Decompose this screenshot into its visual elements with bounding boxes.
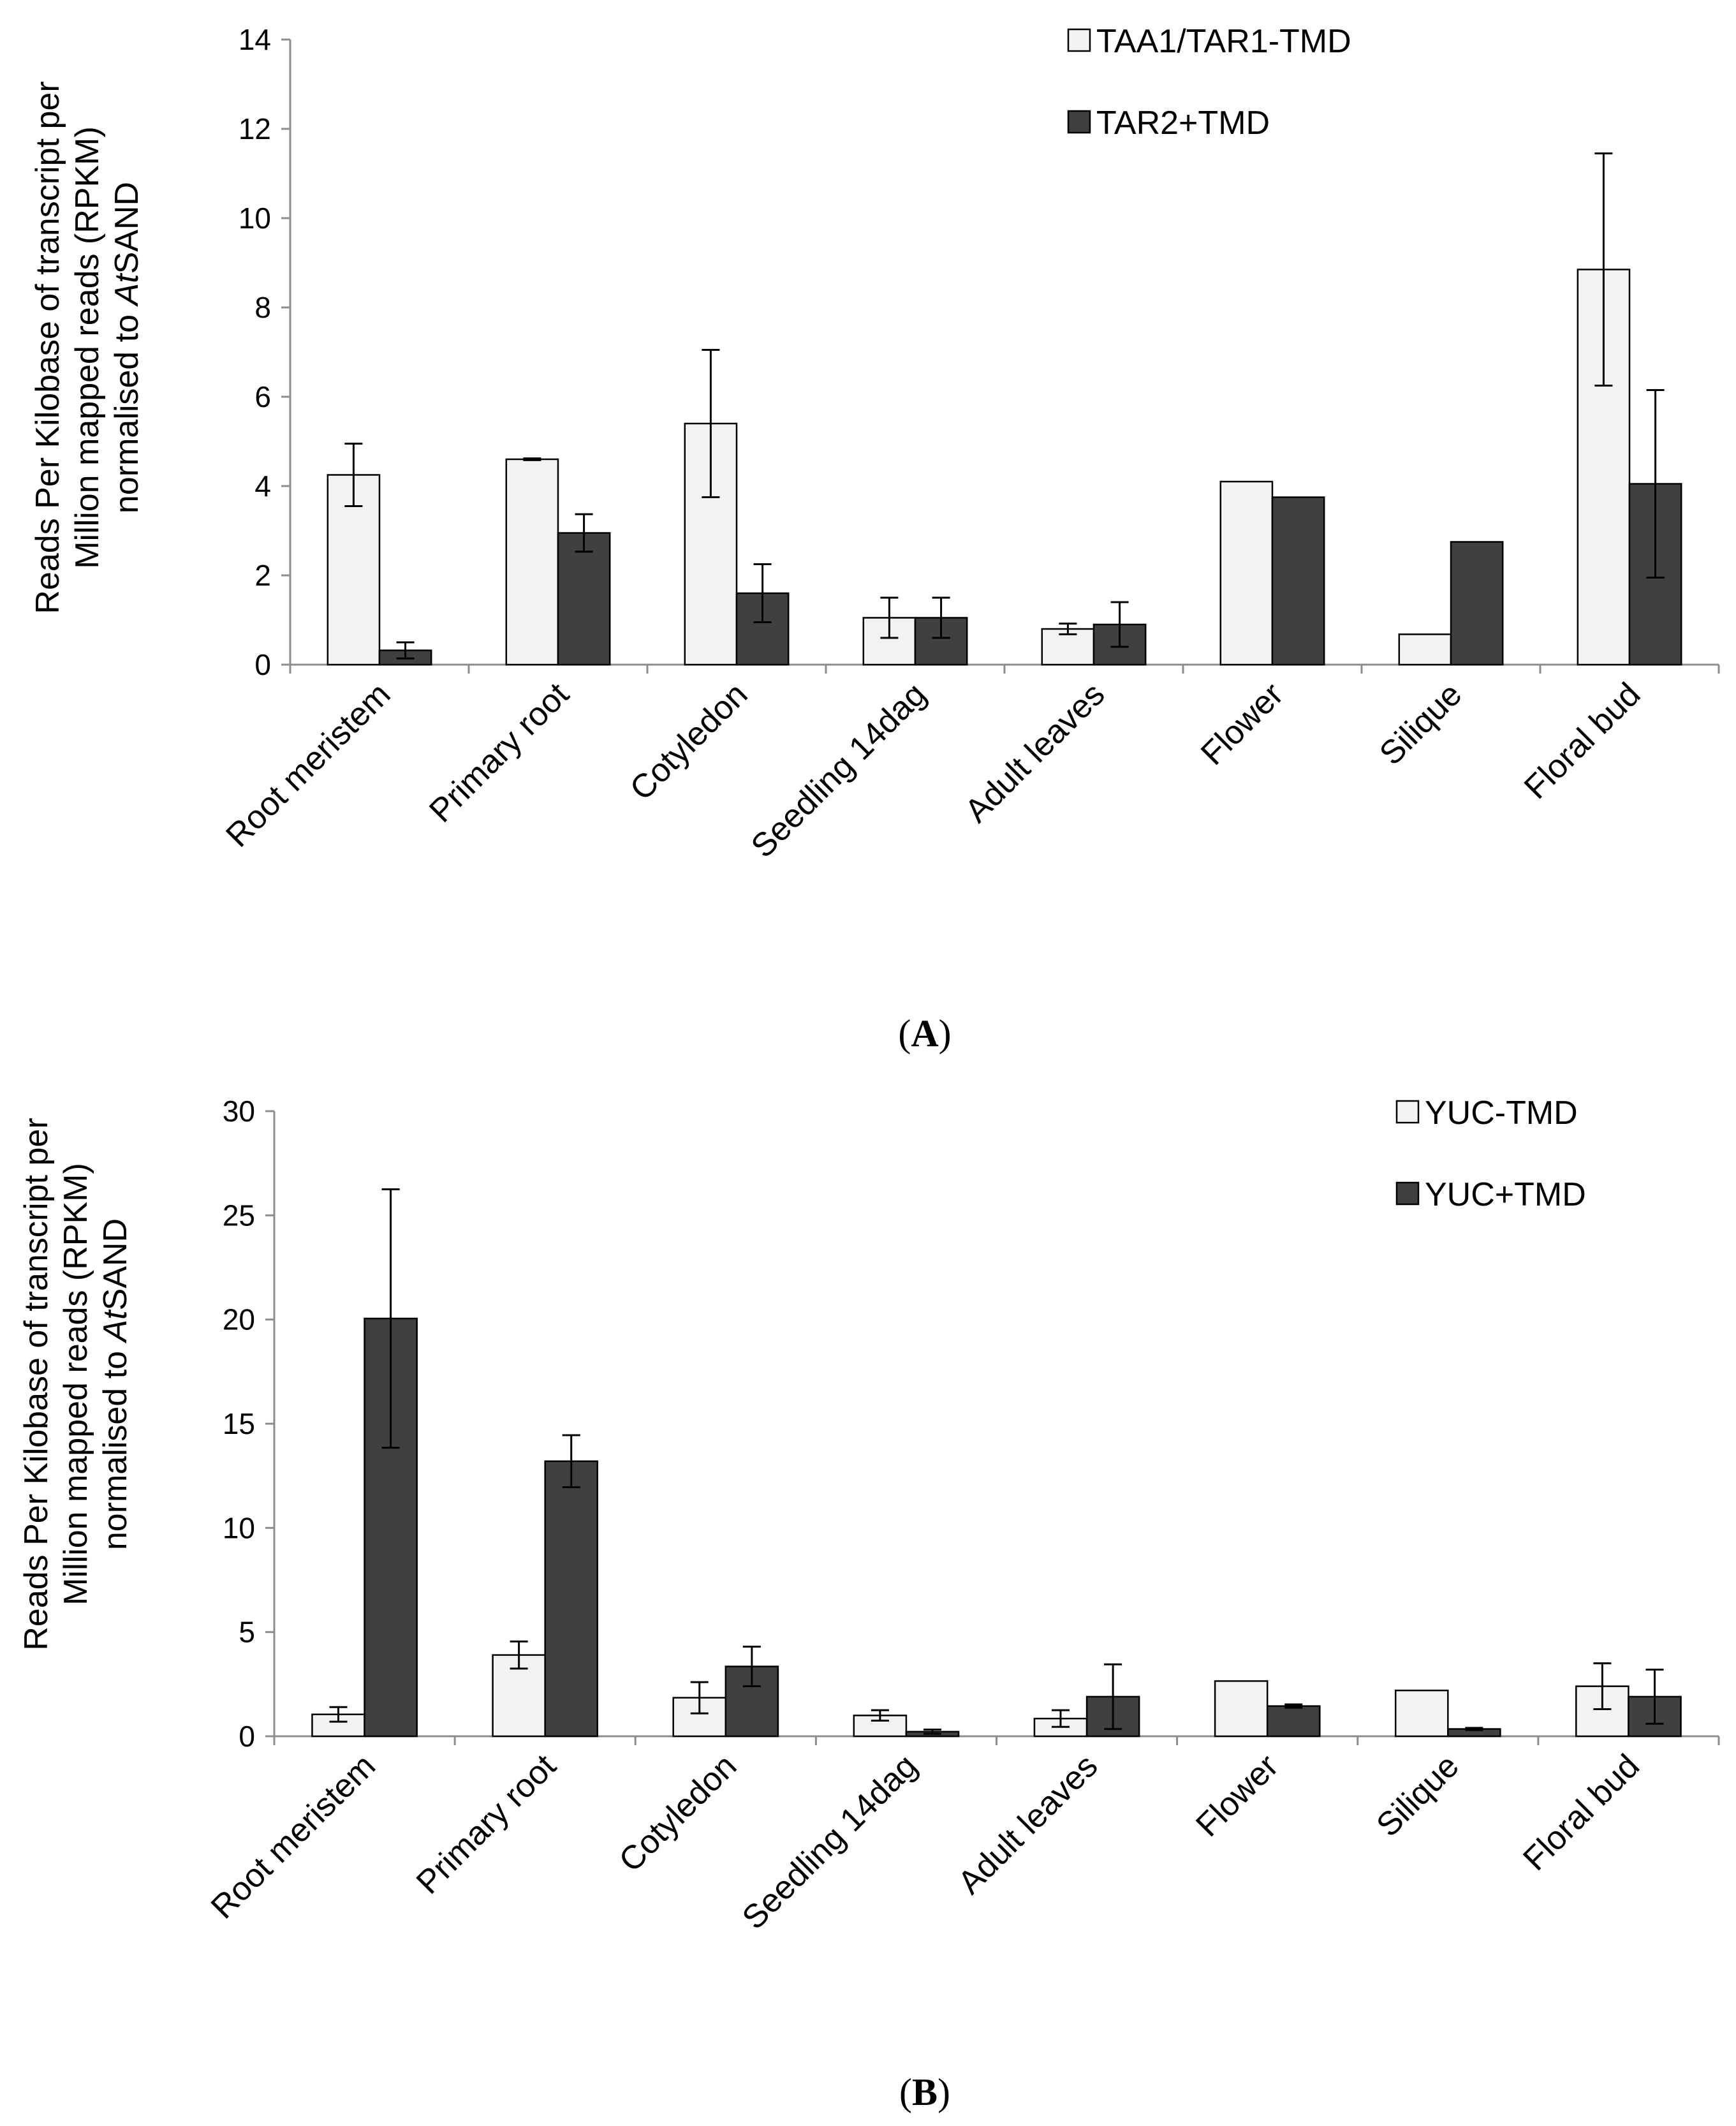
bar-dark: [1266, 1705, 1321, 1738]
x-category-label: Adult leaves: [958, 675, 1112, 829]
bar-dark: [544, 1460, 599, 1738]
y-axis-label-line-2: Million mapped reads (RPKM): [69, 126, 106, 569]
x-category-label: Root meristem: [204, 1747, 383, 1926]
y-tick-label: 0: [239, 1720, 255, 1753]
x-category-label: Floral bud: [1516, 1747, 1647, 1878]
y-tick-label: 4: [254, 469, 271, 503]
bar-light: [1398, 633, 1452, 666]
legend-swatch-dark: [1395, 1181, 1420, 1206]
legend-label: TAA1/TAR1-TMD: [1096, 23, 1351, 60]
y-tick-label: 8: [254, 291, 271, 324]
y-tick-label: 10: [239, 202, 271, 235]
y-tick-label: 2: [254, 559, 271, 592]
y-tick-label: 5: [239, 1616, 255, 1649]
legend-label: YUC+TMD: [1425, 1176, 1586, 1213]
x-category-label: Flower: [1189, 1747, 1285, 1843]
y-tick-label: 25: [223, 1199, 255, 1232]
x-category-label: Primary root: [409, 1747, 564, 1901]
bar-dark: [1271, 496, 1325, 666]
y-tick-label: 20: [223, 1303, 255, 1336]
y-tick-label: 10: [223, 1511, 255, 1544]
chart-panel-a: Reads Per Kilobase of transcript per Mil…: [29, 23, 1720, 1054]
x-category-label: Floral bud: [1517, 675, 1648, 806]
legend-label: TAR2+TMD: [1096, 105, 1270, 142]
bar-dark: [557, 532, 611, 666]
y-axis-label-line-3: normalised to AtSAND: [97, 1218, 134, 1550]
x-category-label: Cotyledon: [612, 1747, 744, 1879]
bar-light: [1219, 480, 1274, 666]
bar-light: [505, 458, 559, 666]
y-tick-label: 14: [239, 23, 271, 56]
panel-label-a: (A): [898, 1012, 951, 1054]
legend-label: YUC-TMD: [1425, 1095, 1578, 1132]
x-category-label: Seedling 14dag: [735, 1747, 925, 1937]
legend-swatch-light: [1067, 28, 1091, 52]
x-category-label: Flower: [1194, 675, 1290, 772]
y-axis-label-line-2: Million mapped reads (RPKM): [57, 1163, 94, 1606]
y-tick-label: 0: [254, 648, 271, 681]
bar-dark: [1450, 541, 1504, 666]
x-category-label: Seedling 14dag: [744, 675, 934, 865]
x-category-label: Primary root: [422, 675, 577, 830]
legend-swatch-dark: [1067, 110, 1091, 134]
bar-light: [1394, 1689, 1449, 1738]
chart-panel-b: Reads Per Kilobase of transcript per Mil…: [18, 1095, 1720, 2113]
y-tick-label: 30: [223, 1095, 255, 1128]
legend-swatch-light: [1395, 1100, 1420, 1124]
y-axis-label-line-1: Reads Per Kilobase of transcript per: [29, 81, 66, 614]
y-tick-label: 15: [223, 1407, 255, 1440]
x-category-label: Root meristem: [219, 675, 397, 854]
y-axis-label-line-1: Reads Per Kilobase of transcript per: [18, 1118, 55, 1650]
y-tick-label: 6: [254, 380, 271, 413]
y-axis-label-line-3: normalised to AtSAND: [108, 182, 145, 513]
x-category-label: Adult leaves: [951, 1747, 1105, 1901]
panel-label-b: (B): [899, 2071, 950, 2113]
chart-marks-b: 0 5 10 15 20 25 30 Root meristem Primary root Cot…: [204, 1095, 1720, 1937]
x-category-label: Silique: [1372, 675, 1469, 772]
x-category-label: Silique: [1369, 1747, 1466, 1843]
chart-marks-a: 0 2 4 6 8 10 12 14 Root meristem Primary root Coty…: [219, 23, 1720, 865]
bar-light: [1214, 1680, 1269, 1738]
y-tick-label: 12: [239, 112, 271, 145]
x-category-label: Cotyledon: [623, 675, 755, 808]
